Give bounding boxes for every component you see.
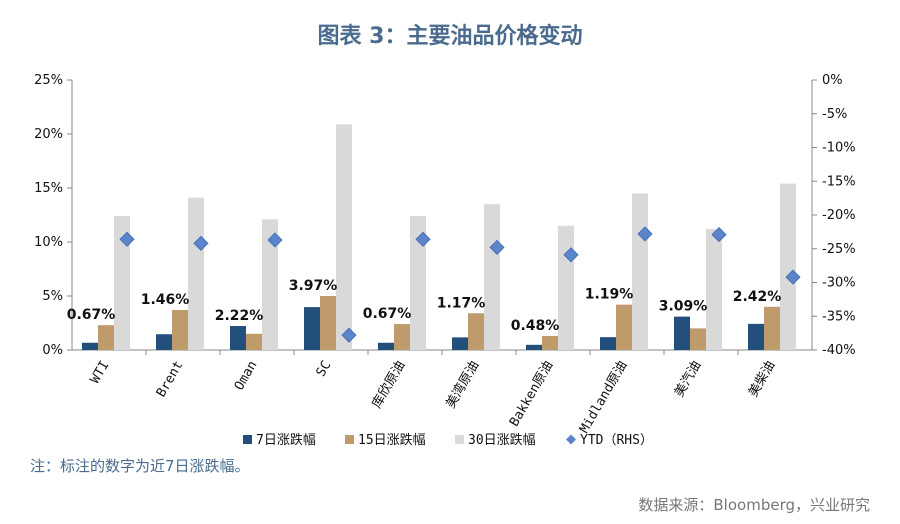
bar-30d xyxy=(484,204,500,350)
legend-label: 30日涨跌幅 xyxy=(468,432,536,448)
x-category-label: 库欣原油 xyxy=(369,358,409,411)
y-tick-label-left: 20% xyxy=(34,127,63,142)
bar-7d xyxy=(378,342,394,350)
ytd-marker xyxy=(563,247,579,263)
bar-7d xyxy=(452,337,468,350)
bar-15d xyxy=(172,310,188,350)
y-tick-label-right: -10% xyxy=(822,141,856,156)
bar-7d xyxy=(748,323,764,350)
bar-7d xyxy=(600,337,616,350)
data-label-7d: 0.67% xyxy=(67,307,116,323)
ytd-marker xyxy=(193,235,209,251)
legend-swatch xyxy=(345,435,354,444)
data-label-7d: 1.17% xyxy=(437,295,486,311)
data-label-7d: 1.46% xyxy=(141,292,190,308)
data-label-7d: 2.22% xyxy=(215,308,264,324)
source-note: 数据来源：Bloomberg，兴业研究 xyxy=(638,496,870,514)
y-tick-label-right: -40% xyxy=(822,343,856,358)
footnote: 注：标注的数字为近7日涨跌幅。 xyxy=(30,457,250,475)
ytd-markers xyxy=(119,226,801,343)
ytd-marker xyxy=(267,232,283,248)
ytd-marker xyxy=(489,239,505,255)
x-category-label: Bakken原油 xyxy=(507,359,556,430)
y-axis-left: 0% 5% 10% 15% 20% 25% xyxy=(34,73,73,358)
bar-30d xyxy=(188,197,204,350)
bar-15d xyxy=(690,328,706,350)
bar-30d xyxy=(336,124,352,350)
bar-30d xyxy=(780,183,796,350)
y-tick-label-left: 25% xyxy=(34,73,63,88)
data-labels: 0.67% 1.46% 2.22% 3.97% 0.67% 1.17% 0.48% 1.19%… xyxy=(67,278,782,334)
bar-7d xyxy=(156,334,172,350)
x-category-label: Oman xyxy=(232,359,261,394)
data-label-7d: 3.97% xyxy=(289,278,338,294)
y-tick-label-right: -30% xyxy=(822,276,856,291)
data-label-7d: 1.19% xyxy=(585,287,634,303)
bar-30d xyxy=(410,216,426,350)
bar-15d xyxy=(320,296,336,350)
y-tick-label-right: -35% xyxy=(822,309,856,324)
data-label-7d: 2.42% xyxy=(733,289,782,305)
x-category-label: WTI xyxy=(88,359,113,387)
bar-15d xyxy=(616,304,632,350)
y-tick-label-right: -5% xyxy=(822,107,847,122)
y-tick-label-right: 0% xyxy=(822,73,843,88)
legend-label: YTD（RHS） xyxy=(580,433,653,448)
y-tick-label-right: -25% xyxy=(822,242,856,257)
ytd-marker xyxy=(711,227,727,243)
bar-30d xyxy=(262,219,278,350)
ytd-marker xyxy=(637,226,653,242)
bars xyxy=(72,124,812,355)
x-category-label: 美柴油 xyxy=(746,359,778,400)
bar-7d xyxy=(82,342,98,350)
bar-7d xyxy=(304,307,320,350)
ytd-marker xyxy=(119,231,135,247)
x-axis-categories: WTI Brent Oman SC 库欣原油 美湾原油 Bakken原油 Midland原油 美… xyxy=(88,358,779,436)
bar-30d xyxy=(632,193,648,350)
bar-15d xyxy=(98,325,114,350)
legend-label: 15日涨跌幅 xyxy=(358,432,426,448)
bar-7d xyxy=(230,326,246,350)
y-tick-label-right: -20% xyxy=(822,208,856,223)
bar-7d xyxy=(526,344,542,350)
y-tick-label-left: 5% xyxy=(42,289,63,304)
y-tick-label-left: 10% xyxy=(34,235,63,250)
legend-label: 7日涨跌幅 xyxy=(256,432,316,448)
x-category-label: Midland原油 xyxy=(577,359,630,436)
data-label-7d: 0.67% xyxy=(363,306,412,322)
bar-15d xyxy=(246,333,262,350)
x-category-label: Brent xyxy=(154,359,187,400)
x-category-label: 美汽油 xyxy=(672,359,704,400)
y-tick-label-right: -15% xyxy=(822,174,856,189)
legend-swatch xyxy=(243,435,252,444)
x-category-label: SC xyxy=(314,359,335,380)
bar-15d xyxy=(394,324,410,350)
data-label-7d: 0.48% xyxy=(511,318,560,334)
bar-15d xyxy=(468,313,484,350)
ytd-marker xyxy=(785,269,801,285)
ytd-marker xyxy=(341,327,357,343)
legend-swatch xyxy=(455,435,464,444)
y-tick-label-left: 0% xyxy=(42,343,63,358)
bar-30d xyxy=(706,229,722,350)
legend: 7日涨跌幅 15日涨跌幅 30日涨跌幅 YTD（RHS） xyxy=(243,432,653,448)
data-label-7d: 3.09% xyxy=(659,299,708,315)
bar-30d xyxy=(558,225,574,350)
ytd-marker xyxy=(415,231,431,247)
x-category-label: 美湾原油 xyxy=(443,358,483,411)
bar-15d xyxy=(764,306,780,350)
legend-swatch xyxy=(566,434,576,445)
y-axis-right: 0% -5% -10% -15% -20% -25% -30% -35% -40% xyxy=(811,73,856,358)
bar-7d xyxy=(674,316,690,350)
bar-15d xyxy=(542,335,558,350)
y-tick-label-left: 15% xyxy=(34,181,63,196)
bar-30d xyxy=(114,216,130,350)
chart-title: 图表 3：主要油品价格变动 xyxy=(317,24,583,49)
